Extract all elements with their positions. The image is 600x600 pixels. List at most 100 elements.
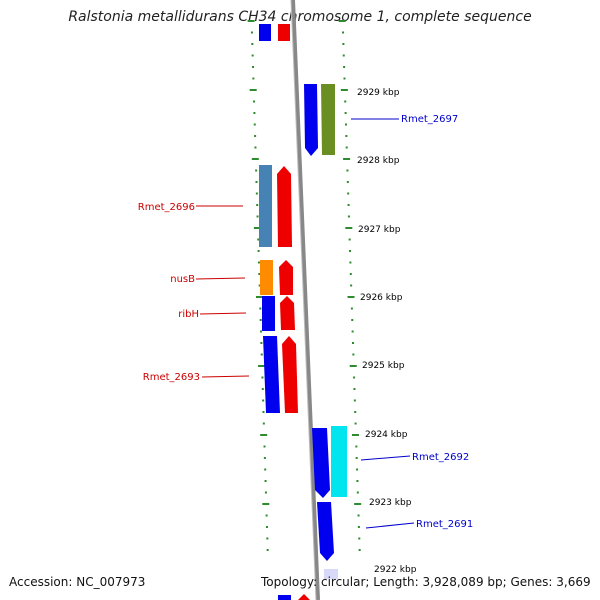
minor-tick: [347, 204, 350, 206]
gene-top-red[interactable]: [278, 24, 290, 41]
minor-tick: [261, 376, 264, 379]
gene-rmet-2696-steel[interactable]: [259, 165, 272, 247]
minor-tick: [262, 411, 265, 413]
major-tick: [351, 434, 359, 436]
minor-tick: [255, 181, 258, 183]
minor-tick: [265, 514, 268, 517]
minor-tick: [260, 353, 263, 356]
major-tick: [343, 158, 351, 160]
minor-tick: [351, 330, 354, 333]
gene-label-rmet-2693[interactable]: Rmet_2693: [143, 372, 200, 383]
gene-ribh-red[interactable]: [280, 296, 295, 330]
kbp-label: 2928 kbp: [357, 156, 400, 166]
gene-ribh-blue[interactable]: [262, 296, 275, 331]
minor-tick: [352, 353, 355, 356]
gene-label-rmet-2697[interactable]: Rmet_2697: [401, 114, 458, 125]
minor-tick: [262, 399, 265, 402]
kbp-label: 2923 kbp: [369, 498, 412, 508]
major-tick: [260, 434, 268, 436]
minor-tick: [354, 422, 357, 425]
minor-tick: [354, 411, 357, 413]
minor-tick: [342, 54, 345, 57]
minor-tick: [256, 204, 259, 206]
minor-tick: [350, 307, 353, 310]
minor-tick: [358, 549, 361, 551]
kbp-label: 2927 kbp: [358, 225, 401, 235]
minor-tick: [357, 526, 360, 528]
major-tick: [258, 365, 266, 367]
major-tick: [349, 365, 357, 367]
gene-rmet-2696-red[interactable]: [277, 166, 292, 247]
map-title: Ralstonia metallidurans CH34 chromosome …: [68, 9, 532, 25]
gene-rmet-2692-cyan[interactable]: [331, 426, 347, 497]
minor-tick: [254, 135, 257, 137]
gene-top-blue[interactable]: [259, 24, 271, 41]
gene-rmet-2692-blue[interactable]: [312, 428, 330, 498]
major-tick: [262, 503, 270, 505]
minor-tick: [259, 307, 262, 310]
accession-text: Accession: NC_007973: [9, 575, 146, 589]
topology-text: Topology: circular; Length: 3,928,089 bp…: [261, 575, 591, 589]
minor-tick: [356, 480, 359, 482]
major-tick: [345, 227, 353, 229]
kbp-label: 2926 kbp: [360, 293, 403, 303]
major-tick: [338, 20, 346, 22]
minor-tick: [349, 261, 352, 264]
minor-tick: [357, 514, 360, 517]
minor-tick: [256, 215, 259, 218]
leader-rmet-2692: [360, 455, 411, 461]
minor-tick: [346, 169, 349, 172]
minor-tick: [353, 376, 356, 379]
gene-bottom-red[interactable]: [298, 594, 310, 600]
gene-rmet-2691-blue[interactable]: [317, 502, 334, 561]
leader-rmet-2693: [201, 375, 250, 378]
minor-tick: [255, 169, 258, 172]
minor-tick: [257, 250, 260, 252]
minor-tick: [349, 273, 352, 275]
gene-bottom-blue[interactable]: [278, 595, 291, 600]
gene-nusb-orange[interactable]: [260, 260, 273, 295]
kbp-label: 2925 kbp: [362, 361, 405, 371]
minor-tick: [355, 445, 358, 448]
gene-bottom-pale[interactable]: [324, 569, 338, 579]
minor-tick: [264, 480, 267, 482]
minor-tick: [353, 388, 356, 390]
major-tick: [354, 503, 362, 505]
major-tick: [251, 158, 259, 160]
gene-label-nusb[interactable]: nusB: [170, 274, 195, 285]
minor-tick: [355, 457, 358, 459]
major-tick: [340, 89, 348, 91]
gene-label-ribh[interactable]: ribH: [178, 309, 199, 320]
minor-tick: [345, 146, 348, 149]
gene-rmet-2697-olive[interactable]: [321, 84, 335, 155]
minor-tick: [353, 399, 356, 402]
leader-rmet-2691: [365, 522, 415, 529]
minor-tick: [258, 273, 261, 275]
minor-tick: [258, 284, 261, 287]
major-tick: [247, 20, 255, 22]
minor-tick: [251, 54, 254, 57]
minor-tick: [345, 135, 348, 137]
minor-tick: [250, 31, 253, 34]
minor-tick: [263, 445, 266, 448]
minor-tick: [351, 342, 354, 344]
minor-tick: [254, 146, 257, 149]
minor-tick: [257, 238, 260, 241]
gene-rmet-2693-red[interactable]: [282, 336, 298, 413]
chromosome-backbone: [291, 0, 320, 600]
gene-label-rmet-2692[interactable]: Rmet_2692: [412, 452, 469, 463]
minor-tick: [265, 526, 268, 528]
gene-rmet-2693-blue[interactable]: [263, 336, 280, 413]
gene-label-rmet-2696[interactable]: Rmet_2696: [138, 202, 195, 213]
minor-tick: [266, 537, 269, 540]
minor-tick: [255, 192, 258, 195]
gene-rmet-2697-blue[interactable]: [304, 84, 318, 156]
minor-tick: [347, 215, 350, 218]
minor-tick: [253, 100, 256, 103]
gene-label-rmet-2691[interactable]: Rmet_2691: [416, 519, 473, 530]
minor-tick: [344, 112, 347, 114]
gene-nusb-red[interactable]: [279, 260, 293, 295]
kbp-label: 2924 kbp: [365, 430, 408, 440]
minor-tick: [264, 491, 267, 494]
minor-tick: [342, 31, 345, 34]
